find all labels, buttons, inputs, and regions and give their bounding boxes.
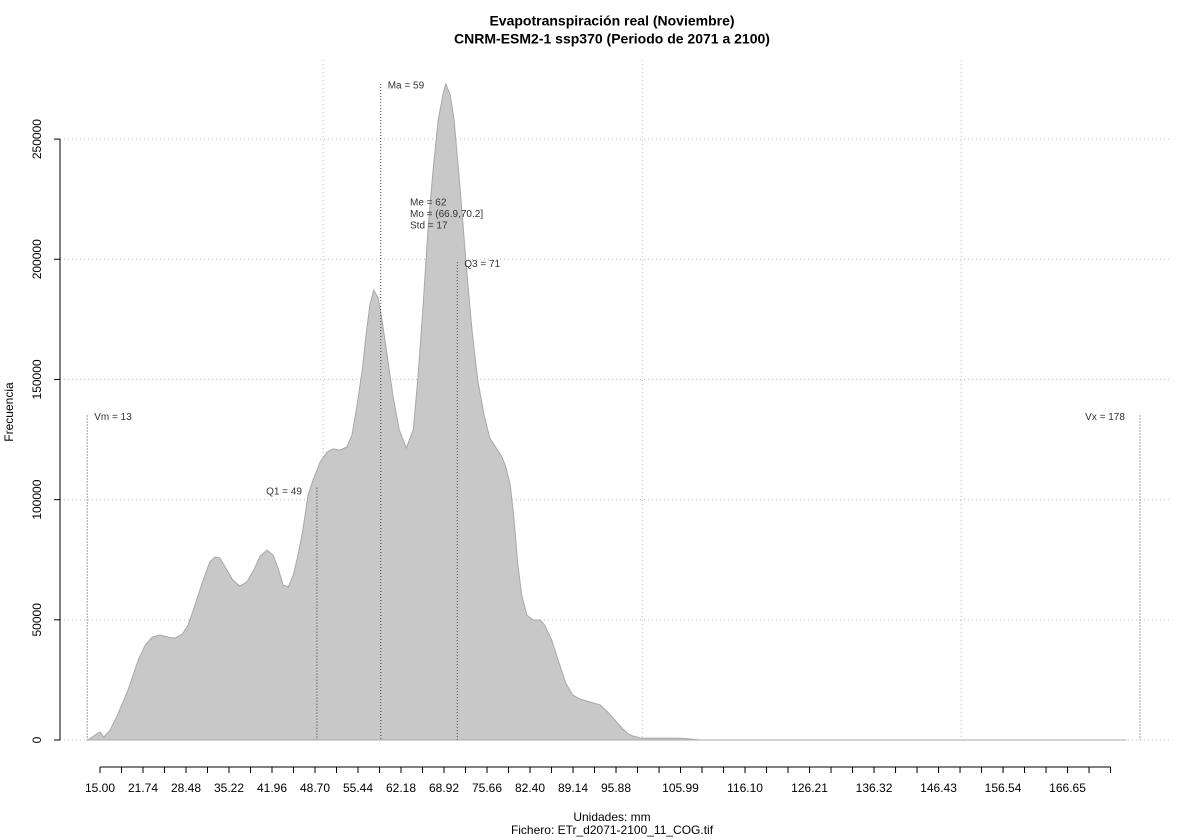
annotation-label: Vx = 178 <box>1085 412 1125 423</box>
annotation-label: Ma = 59 <box>388 81 425 92</box>
x-tick-label: 82.40 <box>515 781 545 795</box>
x-tick-label: 35.22 <box>214 781 244 795</box>
annotation-label: Q3 = 71 <box>464 259 500 270</box>
x-tick-label: 136.32 <box>856 781 893 795</box>
x-tick-label: 75.66 <box>472 781 502 795</box>
x-tick-label: 21.74 <box>128 781 158 795</box>
x-tick-label: 146.43 <box>920 781 957 795</box>
x-tick-label: 28.48 <box>171 781 201 795</box>
y-tick-label: 150000 <box>30 359 44 399</box>
y-tick-label: 100000 <box>30 479 44 519</box>
x-tick-label: 116.10 <box>727 781 763 795</box>
y-tick-label: 50000 <box>30 603 44 637</box>
x-tick-label: 48.70 <box>300 781 330 795</box>
x-tick-label: 15.00 <box>85 781 115 795</box>
chart-subtitle: CNRM-ESM2-1 ssp370 (Periodo de 2071 a 21… <box>454 31 770 47</box>
x-tick-label: 55.44 <box>343 781 373 795</box>
x-tick-label: 126.21 <box>791 781 828 795</box>
stat-label: Mo = (66.9,70.2] <box>410 209 483 220</box>
chart-title: Evapotranspiración real (Noviembre) <box>489 13 734 29</box>
caption: Fichero: ETr_d2071-2100_11_COG.tif <box>511 823 714 837</box>
annotation-label: Q1 = 49 <box>266 486 302 497</box>
x-tick-label: 166.65 <box>1049 781 1086 795</box>
y-axis-label: Frecuencia <box>2 382 16 442</box>
x-tick-label: 156.54 <box>985 781 1022 795</box>
x-tick-label: 68.92 <box>429 781 459 795</box>
x-tick-label: 62.18 <box>386 781 416 795</box>
x-tick-label: 105.99 <box>662 781 699 795</box>
y-tick-label: 250000 <box>30 119 44 159</box>
x-axis-label: Unidades: mm <box>573 810 650 824</box>
y-tick-label: 0 <box>30 736 44 743</box>
x-tick-label: 95.88 <box>601 781 631 795</box>
x-tick-label: 89.14 <box>558 781 588 795</box>
x-tick-label: 41.96 <box>257 781 287 795</box>
y-tick-label: 200000 <box>30 239 44 279</box>
annotation-label: Vm = 13 <box>94 412 132 423</box>
stat-label: Std = 17 <box>410 221 448 232</box>
stat-label: Me = 62 <box>410 198 447 209</box>
density-area <box>86 82 1127 741</box>
